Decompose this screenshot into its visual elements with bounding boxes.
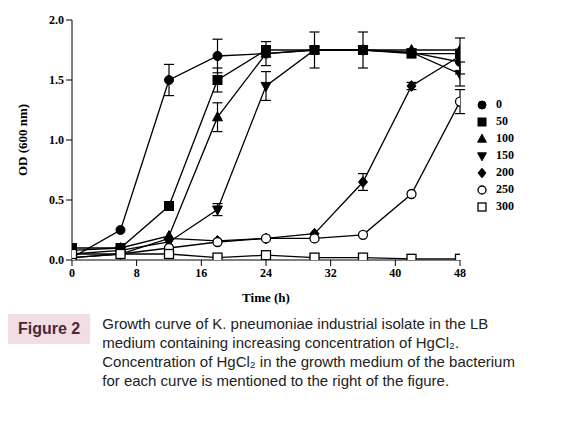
- svg-text:2.0: 2.0: [49, 13, 64, 27]
- svg-text:24: 24: [260, 266, 272, 280]
- svg-text:48: 48: [454, 266, 466, 280]
- html-text:200: 200: [496, 165, 514, 179]
- svg-text:1.5: 1.5: [49, 73, 64, 87]
- html-text:150: 150: [496, 148, 514, 162]
- svg-text:8: 8: [134, 266, 140, 280]
- html-text:Figure 2: Figure 2: [18, 320, 81, 337]
- svg-text:1.0: 1.0: [49, 133, 64, 147]
- html-text:50: 50: [496, 114, 508, 128]
- html-text:0: 0: [496, 97, 502, 111]
- html-text:100: 100: [496, 131, 514, 145]
- html-text:250: 250: [496, 182, 514, 196]
- html-text:Growth curve of K. pneumoniae: Growth curve of K. pneumoniae industrial…: [102, 315, 515, 389]
- svg-text:Time (h): Time (h): [242, 290, 290, 305]
- svg-text:0: 0: [69, 266, 75, 280]
- svg-text:40: 40: [389, 266, 401, 280]
- svg-text:OD (600 nm): OD (600 nm): [15, 104, 30, 176]
- svg-text:16: 16: [195, 266, 207, 280]
- html-text:300: 300: [496, 199, 514, 213]
- svg-text:32: 32: [325, 266, 337, 280]
- svg-text:0.0: 0.0: [49, 253, 64, 267]
- svg-text:0.5: 0.5: [49, 193, 64, 207]
